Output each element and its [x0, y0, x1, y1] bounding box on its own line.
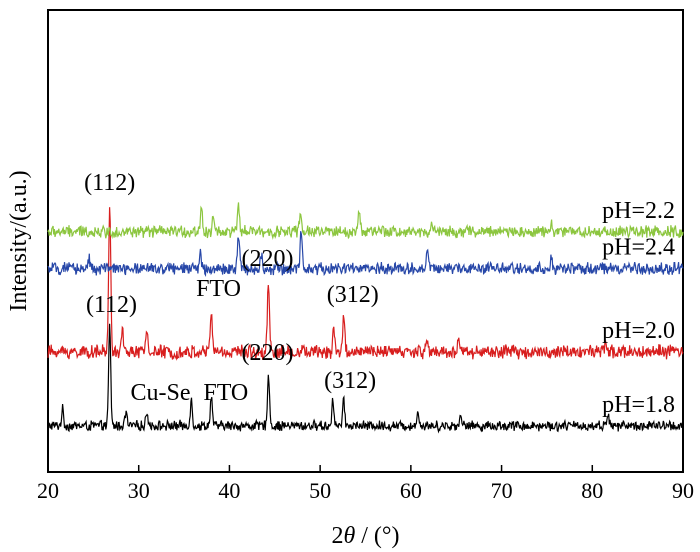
peak-annotation: (112)	[86, 292, 137, 318]
peak-annotation: (112)	[84, 170, 135, 196]
series-label: pH=1.8	[602, 392, 675, 418]
x-tick-label: 20	[37, 478, 59, 503]
x-tick-label: 90	[672, 478, 694, 503]
peak-annotation: (220)	[242, 340, 294, 366]
series-line	[47, 202, 684, 240]
series-line	[47, 323, 684, 434]
peak-annotation: (312)	[324, 368, 376, 394]
plot-frame	[47, 9, 684, 473]
peak-annotation: FTO	[203, 380, 248, 406]
series-label: pH=2.0	[602, 318, 675, 344]
series-label: pH=2.2	[602, 198, 675, 224]
peak-annotation: (312)	[327, 282, 379, 308]
x-axis-ticks: 20 30 40 50 60 70 80 90	[37, 465, 694, 503]
x-tick-label: 40	[218, 478, 240, 503]
peak-annotation: Cu-Se	[130, 380, 190, 406]
series-line	[47, 207, 684, 361]
plot-area: pH=1.8pH=2.0pH=2.2pH=2.4 (112)Cu-Se FTO(2…	[37, 9, 694, 503]
x-tick-label: 80	[581, 478, 603, 503]
x-axis-title: 2θ / (°)	[331, 523, 399, 549]
x-tick-label: 60	[400, 478, 422, 503]
peak-annotation: (220)	[242, 246, 294, 272]
series-layer: pH=1.8 pH=2.0 pH=2.2 pH=2.4	[47, 198, 684, 434]
annotation-layer: (112)Cu-Se FTO(220)(312)(112)FTO(220)(312…	[84, 170, 379, 406]
series-label: pH=2.4	[602, 235, 675, 261]
peak-annotation: FTO	[196, 276, 241, 302]
x-tick-label: 70	[491, 478, 513, 503]
x-tick-label: 50	[309, 478, 331, 503]
y-axis-title: Intensity/(a.u.)	[6, 170, 32, 311]
x-tick-label: 30	[128, 478, 150, 503]
series-line	[47, 231, 684, 278]
